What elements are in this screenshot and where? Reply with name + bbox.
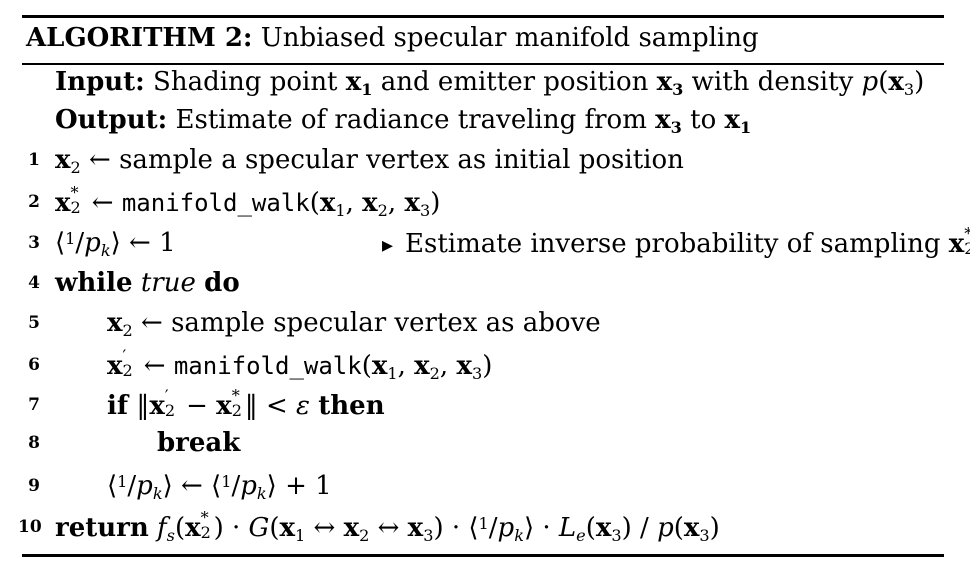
algorithm-line-6: x ′ 2 ← manifold_walk(x1, x2, x3) (107, 346, 493, 384)
line-3-comment: ▶ Estimate inverse probability of samplin… (382, 224, 970, 259)
input-text-3: with density (691, 67, 854, 97)
algorithm-number: ALGORITHM 2: (26, 23, 253, 53)
algorithm-line-7: if ‖x ′ 2 − x * 2 ‖ < ε then (107, 386, 385, 421)
algorithm-line-3: ⟨1/pk⟩ ← 1 ▶ Estimate inverse probability… (55, 224, 970, 260)
input-label: Input: (55, 67, 145, 97)
algorithm-line-4: while true do (55, 268, 240, 298)
input-text-2: and emitter position (380, 67, 649, 97)
line-number-4: 4 (28, 273, 40, 293)
line-number-7: 7 (28, 395, 40, 415)
output-text-1: Estimate of radiance traveling from (175, 105, 647, 135)
input-text-1: Shading point (153, 67, 338, 97)
line-3-value: 1 (159, 228, 176, 258)
line-5-text: sample specular vertex as above (171, 308, 601, 338)
line-1-text: sample a specular vertex as initial posi… (119, 145, 684, 175)
algorithm-line-8: break (157, 428, 241, 458)
output-label: Output: (55, 105, 168, 135)
title-rule (22, 63, 944, 65)
bottom-rule (22, 554, 944, 557)
line-number-1: 1 (28, 150, 40, 170)
algorithm-line-10: return fs(x * 2) · G(x1 ↔ x2 ↔ x3) · ⟨1/pk… (55, 508, 720, 546)
comment-triangle-icon: ▶ (382, 237, 393, 254)
top-rule (22, 15, 944, 18)
algorithm-name: Unbiased specular manifold sampling (260, 23, 759, 53)
algorithm-line-9: ⟨1/pk⟩ ← ⟨1/pk⟩ + 1 (107, 471, 332, 504)
algorithm-line-5: x2 ← sample specular vertex as above (107, 308, 601, 341)
line-number-5: 5 (28, 313, 40, 333)
algorithm-line-2: x * 2 ← manifold_walk(x1, x2, x3) (55, 183, 441, 221)
algorithm-title: ALGORITHM 2: Unbiased specular manifold … (26, 18, 759, 58)
line-2-func: manifold_walk (121, 189, 310, 217)
line-number-2: 2 (28, 192, 40, 212)
line-number-6: 6 (28, 355, 40, 375)
line-number-10: 10 (18, 517, 42, 537)
output-text-2: to (690, 105, 717, 135)
algorithm-line-1: x2 ← sample a specular vertex as initial… (55, 145, 684, 178)
line-number-3: 3 (28, 233, 40, 253)
output-line: Output: Estimate of radiance traveling f… (55, 105, 752, 138)
input-line: Input: Shading point x1 and emitter posi… (55, 67, 925, 100)
line-number-9: 9 (28, 476, 40, 496)
line-6-func: manifold_walk (173, 352, 362, 380)
line-number-8: 8 (28, 433, 40, 453)
